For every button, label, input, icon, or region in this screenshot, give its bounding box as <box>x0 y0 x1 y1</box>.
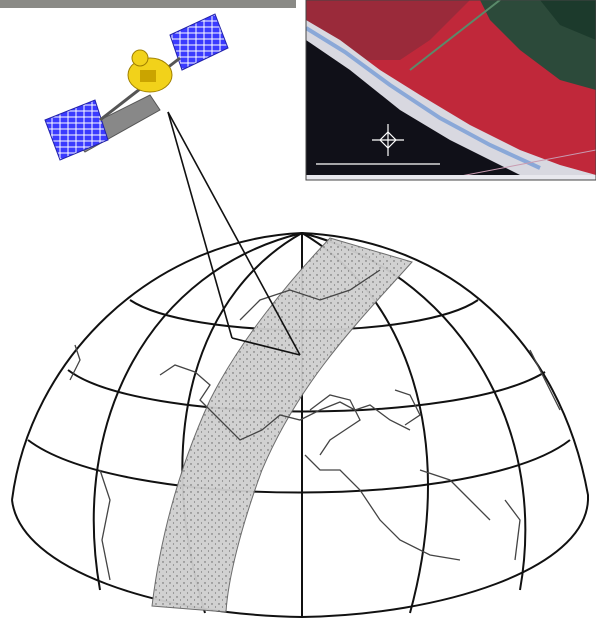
projection-lines <box>167 111 301 356</box>
swath <box>151 237 413 613</box>
inset-border <box>305 0 596 181</box>
coastlines <box>69 269 561 581</box>
satellite-image-inset <box>306 0 596 180</box>
top-strip <box>0 0 296 8</box>
satellite <box>44 13 229 161</box>
